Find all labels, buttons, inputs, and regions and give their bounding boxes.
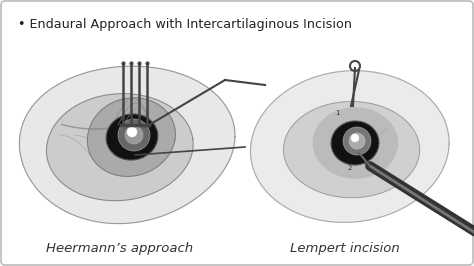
Text: 4: 4 xyxy=(363,160,367,166)
Polygon shape xyxy=(46,94,193,201)
Text: 2: 2 xyxy=(348,165,352,171)
Ellipse shape xyxy=(331,121,379,165)
Circle shape xyxy=(118,119,150,151)
Text: • Endaural Approach with Intercartilaginous Incision: • Endaural Approach with Intercartilagin… xyxy=(18,18,352,31)
Polygon shape xyxy=(250,71,449,222)
Polygon shape xyxy=(19,66,235,224)
Circle shape xyxy=(351,134,359,142)
Circle shape xyxy=(349,133,365,149)
Polygon shape xyxy=(283,102,419,198)
Text: 1: 1 xyxy=(335,110,339,116)
Polygon shape xyxy=(313,108,397,178)
Text: Lempert incision: Lempert incision xyxy=(290,242,400,255)
Text: Heermann’s approach: Heermann’s approach xyxy=(46,242,193,255)
Circle shape xyxy=(343,127,371,155)
Polygon shape xyxy=(87,98,175,176)
Circle shape xyxy=(127,127,137,137)
Ellipse shape xyxy=(106,114,158,160)
Circle shape xyxy=(125,126,143,144)
